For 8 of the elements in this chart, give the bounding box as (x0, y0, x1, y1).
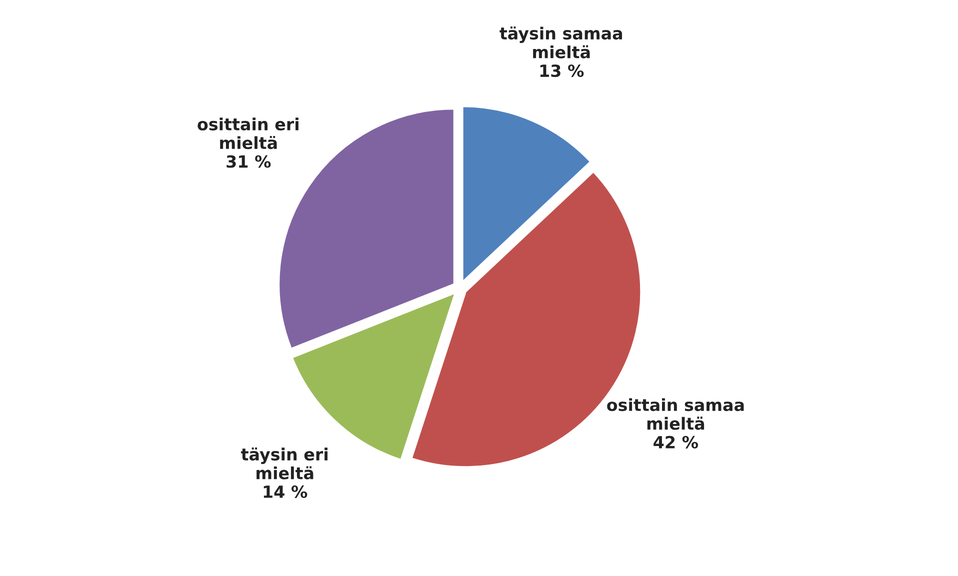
data-label: 31 % (226, 155, 271, 168)
slice-label: osittain eri mieltä (198, 118, 298, 150)
data-label: 13 % (540, 64, 584, 78)
data-label: 14 % (264, 485, 308, 498)
slice-label: täysin samaa mieltä (500, 26, 622, 58)
slice-label: täysin eri mieltä (241, 447, 328, 480)
data-label: 42 % (654, 436, 698, 448)
slice-label: osittain samaa mieltä (607, 398, 744, 430)
